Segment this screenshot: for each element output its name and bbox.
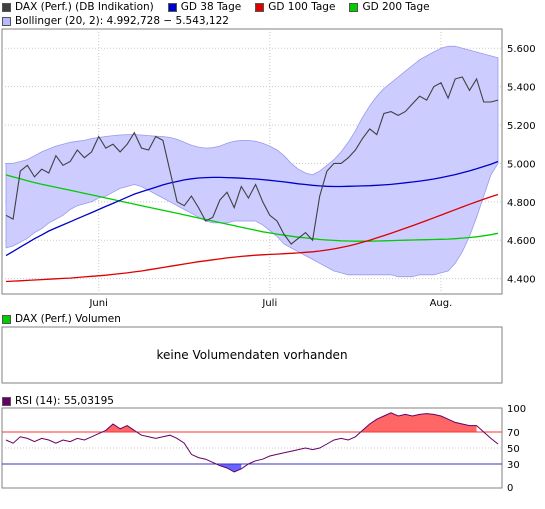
- x-axis: Juni Juli Aug.: [88, 298, 452, 309]
- no-volume-message: keine Volumendaten vorhanden: [156, 348, 348, 362]
- price-series: [5, 76, 499, 283]
- price-y-tick-label: 4.600: [507, 236, 536, 247]
- legend-dax-swatch: [2, 2, 11, 12]
- legend-gd200: GD 200 Tage: [349, 1, 430, 13]
- legend-gd38-label: GD 38 Tage: [180, 1, 242, 13]
- legend-bollinger-label: Bollinger (20, 2): 4.992,728 − 5.543,122: [15, 15, 229, 27]
- volume-legend: DAX (Perf.) Volumen: [2, 312, 121, 326]
- legend-bollinger-swatch: [2, 16, 11, 26]
- bollinger-legend: Bollinger (20, 2): 4.992,728 − 5.543,122: [2, 14, 229, 28]
- rsi-y-tick-label: 100: [507, 404, 526, 415]
- price-legend: DAX (Perf.) (DB Indikation) GD 38 Tage G…: [2, 0, 444, 14]
- rsi-y-tick-label: 0: [507, 483, 513, 494]
- series-rsi-line: [5, 412, 499, 473]
- x-tick-label: Juni: [88, 298, 107, 309]
- legend-dax-label: DAX (Perf.) (DB Indikation): [15, 1, 154, 13]
- legend-dax: DAX (Perf.) (DB Indikation): [2, 1, 154, 13]
- series-gd100-line: [5, 193, 499, 283]
- legend-gd38-swatch: [167, 2, 177, 12]
- legend-volume-label: DAX (Perf.) Volumen: [15, 313, 121, 325]
- price-y-tick-label: 5.200: [507, 121, 536, 132]
- legend-gd100-swatch: [255, 2, 265, 12]
- rsi-overbought-fill: [105, 412, 477, 432]
- volume-panel-frame: [1, 326, 503, 384]
- legend-gd200-swatch: [349, 2, 359, 12]
- legend-rsi-swatch: [2, 396, 11, 406]
- price-y-tick-label: 5.600: [507, 44, 536, 55]
- bollinger-band: [5, 45, 499, 278]
- price-y-tick-label: 5.400: [507, 83, 536, 94]
- rsi-legend: RSI (14): 55,03195: [2, 394, 114, 408]
- price-y-tick-label: 4.800: [507, 198, 536, 209]
- rsi-y-tick-label: 50: [507, 444, 520, 455]
- x-tick-label: Juli: [261, 298, 277, 309]
- rsi-y-tick-label: 70: [507, 428, 520, 439]
- series-dax-line: [5, 76, 499, 245]
- legend-gd100-label: GD 100 Tage: [268, 1, 336, 13]
- series-gd38-line: [5, 160, 499, 257]
- legend-gd100: GD 100 Tage: [255, 1, 335, 13]
- rsi-y-axis: 0 30 50 70 100: [507, 404, 526, 494]
- rsi-series: [5, 412, 499, 473]
- rsi-oversold-fill: [219, 464, 242, 472]
- legend-rsi-label: RSI (14): 55,03195: [15, 395, 114, 407]
- series-gd200-line: [5, 174, 499, 242]
- price-y-tick-label: 4.400: [507, 275, 536, 286]
- rsi-fill: [105, 412, 477, 472]
- rsi-y-tick-label: 30: [507, 460, 520, 471]
- legend-gd38: GD 38 Tage: [167, 1, 242, 13]
- price-y-axis: 4.400 4.600 4.800 5.000 5.200 5.400 5.600: [507, 44, 536, 285]
- price-y-tick-label: 5.000: [507, 159, 536, 170]
- x-tick-label: Aug.: [430, 298, 453, 309]
- legend-volume-swatch: [2, 314, 11, 324]
- rsi-levels: [2, 431, 502, 465]
- legend-gd200-label: GD 200 Tage: [362, 1, 430, 13]
